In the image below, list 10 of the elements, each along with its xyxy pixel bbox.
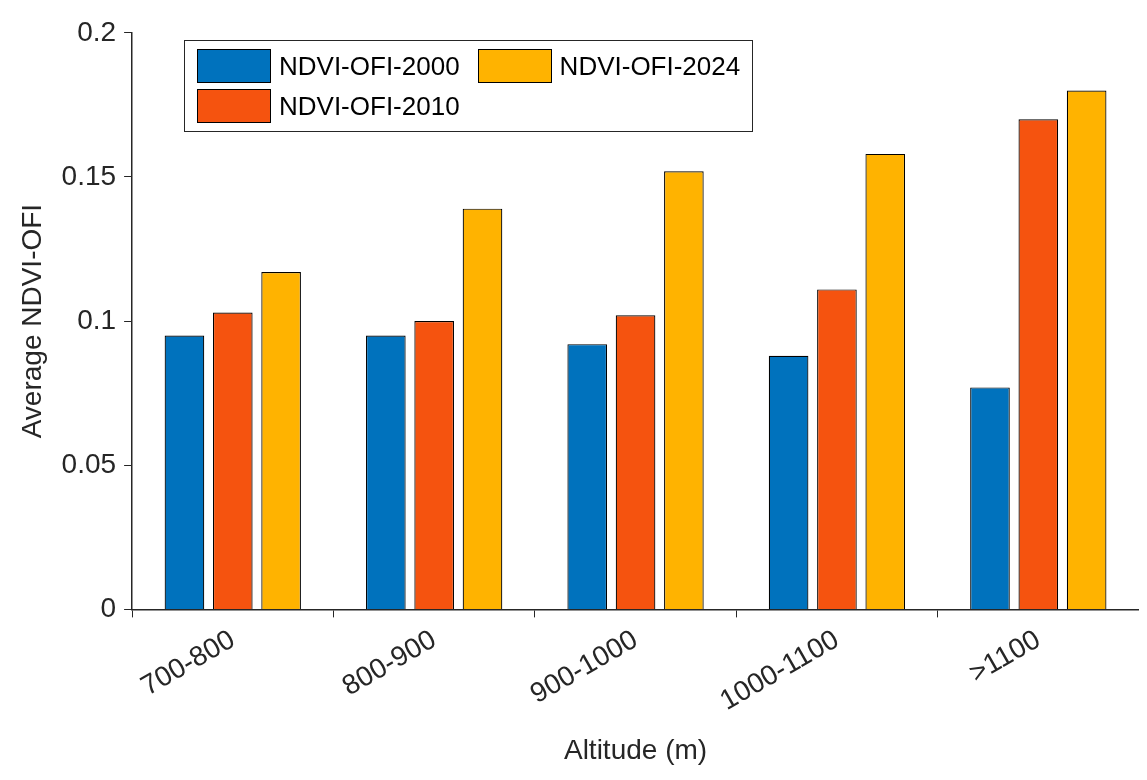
y-tick-label: 0.1	[77, 303, 117, 335]
x-axis-title: Altitude (m)	[563, 733, 708, 765]
y-axis-title: Average NDVI-OFI	[15, 203, 47, 439]
y-tick-label: 0.05	[61, 447, 117, 479]
y-tick-label: 0.15	[61, 159, 117, 191]
y-tick-label: 0.2	[77, 15, 117, 47]
legend-label: NDVI-OFI-2000	[279, 50, 460, 82]
legend-label: NDVI-OFI-2010	[279, 90, 460, 122]
y-tick-label: 0	[100, 592, 117, 624]
legend-label: NDVI-OFI-2024	[559, 50, 741, 82]
